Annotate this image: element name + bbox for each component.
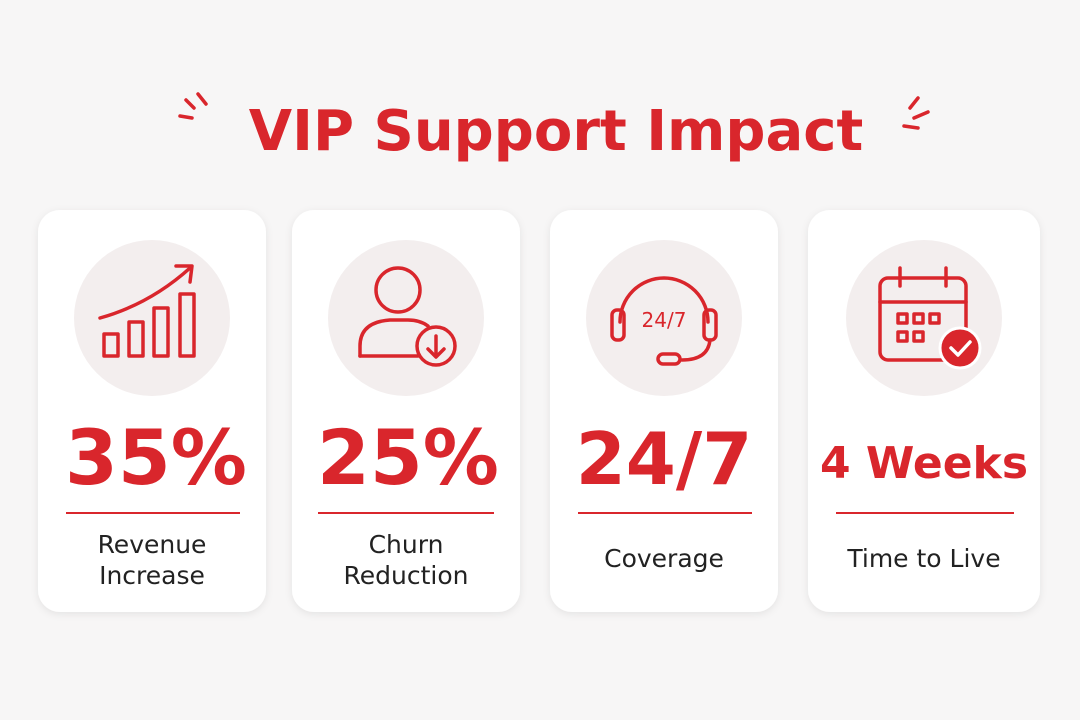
title: VIP Support Impact [249, 99, 863, 164]
stat-label: Time to Live [846, 544, 1000, 573]
icon-disc [74, 240, 230, 396]
growth-icon [98, 264, 196, 358]
stat-value: 35% [65, 413, 247, 502]
stat-value: 4 Weeks [820, 438, 1028, 489]
icon-disc [586, 240, 742, 396]
stat-value: 24/7 [576, 417, 753, 501]
churn-icon [358, 266, 457, 367]
sparks-right [902, 96, 930, 130]
headset-icon [610, 276, 718, 366]
stat-label: Churn [369, 530, 444, 559]
stat-label: Reduction [344, 561, 469, 590]
icon-text: 24/7 [642, 308, 687, 332]
check-badge [938, 326, 982, 370]
stat-label: Increase [99, 561, 205, 590]
stat-label: Revenue [98, 530, 207, 559]
icon-disc [328, 240, 484, 396]
calendar-icon [878, 266, 968, 362]
sparks-left [178, 92, 208, 120]
check-mark [949, 340, 972, 357]
stat-label: Coverage [604, 544, 724, 573]
stat-value: 25% [317, 413, 499, 502]
